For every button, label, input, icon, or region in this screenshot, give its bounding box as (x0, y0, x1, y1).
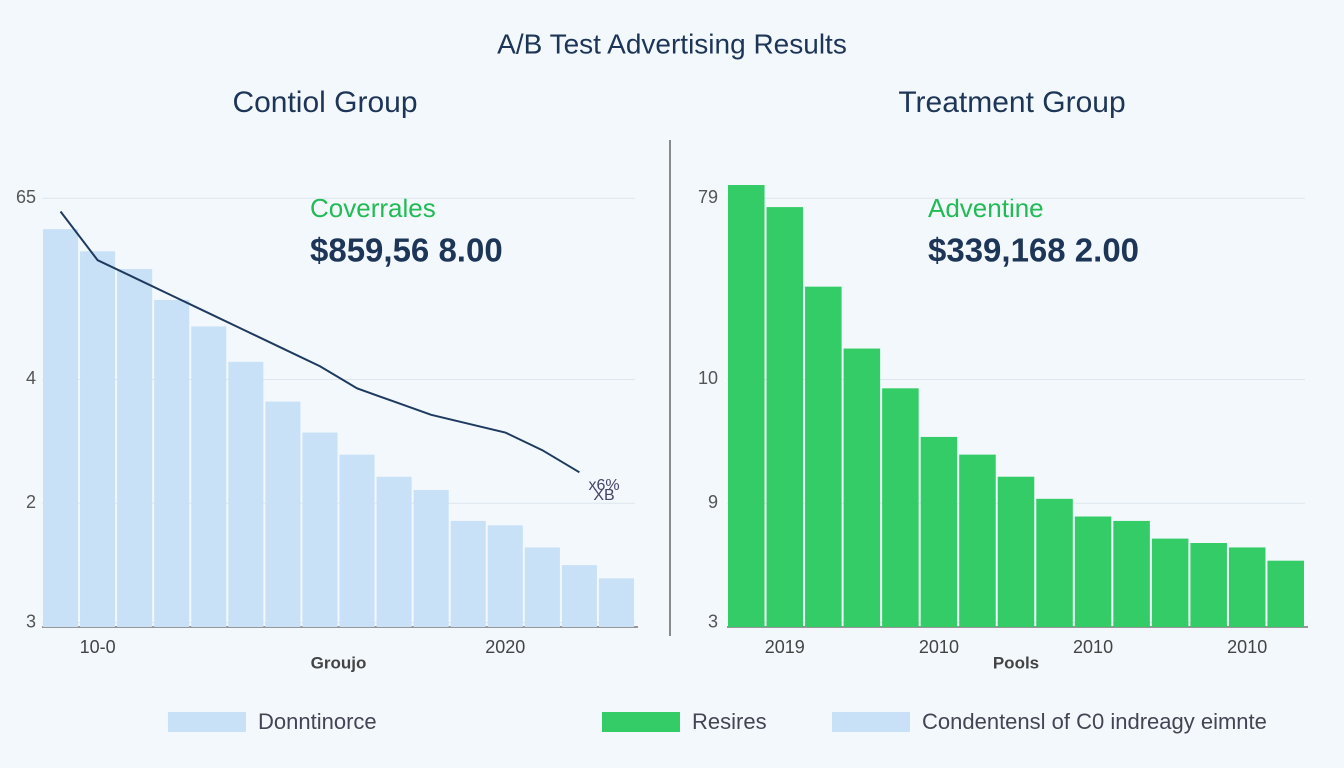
chart-title: A/B Test Advertising Results (497, 28, 847, 59)
bar (450, 520, 486, 627)
bar (1036, 498, 1073, 627)
legend-label: Resires (692, 709, 767, 734)
bar (959, 454, 996, 627)
y-tick-label: 10 (698, 368, 718, 388)
bar (997, 476, 1035, 627)
legend-swatch (832, 712, 910, 732)
y-tick-label: 2 (26, 492, 36, 512)
bar (598, 578, 634, 627)
y-tick-label: 79 (698, 187, 718, 207)
bar (882, 388, 919, 627)
y-tick-label: 4 (26, 368, 36, 388)
bar (43, 229, 79, 627)
subplot-title: Contiol Group (232, 86, 417, 119)
line (59, 210, 580, 474)
bar (728, 185, 765, 627)
bar (413, 489, 449, 627)
bar (191, 326, 227, 627)
headline-value: $859,56 8.00 (310, 232, 503, 269)
annotation: x6% (588, 477, 619, 494)
bar (1267, 560, 1304, 627)
x-tick-label: 2010 (1073, 637, 1113, 657)
bar (1113, 520, 1150, 627)
bar (1228, 547, 1266, 627)
legend-label: Condentensl of C0 indreagy eimnte (922, 709, 1267, 734)
x-tick-label: 2010 (1227, 637, 1267, 657)
bar (1190, 543, 1227, 627)
bar (339, 454, 375, 627)
headline-label: Coverrales (310, 193, 436, 223)
bar (1074, 516, 1112, 627)
bar (265, 401, 301, 627)
y-tick-label: 3 (708, 611, 718, 631)
bar (766, 207, 804, 627)
bar (302, 432, 338, 627)
headline-label: Adventine (928, 193, 1044, 223)
legend-swatch (602, 712, 680, 732)
bar (920, 436, 958, 627)
annotation: XB (593, 487, 614, 504)
bar (80, 251, 116, 628)
x-tick-label: 2010 (919, 637, 959, 657)
bar (805, 286, 842, 627)
subplot-title: Treatment Group (898, 86, 1125, 119)
x-tick-label: 2019 (765, 637, 805, 657)
bar (843, 348, 881, 627)
y-tick-label: 3 (26, 611, 36, 631)
bar (154, 299, 190, 627)
y-tick-label: 65 (16, 187, 36, 207)
legend-swatch (168, 712, 246, 732)
x-axis-title: Groujo (311, 653, 367, 672)
bar (524, 547, 560, 627)
y-tick-label: 9 (708, 492, 718, 512)
bar (1151, 538, 1189, 627)
bar (228, 361, 264, 627)
bar (376, 476, 412, 627)
bar (561, 565, 597, 627)
x-axis-title: Pools (993, 653, 1039, 672)
bar (487, 525, 523, 627)
x-tick-label: 2020 (485, 637, 525, 657)
headline-value: $339,168 2.00 (928, 232, 1139, 269)
legend-label: Donntinorce (258, 709, 377, 734)
bar (117, 268, 153, 627)
x-tick-label: 10-0 (80, 637, 116, 657)
